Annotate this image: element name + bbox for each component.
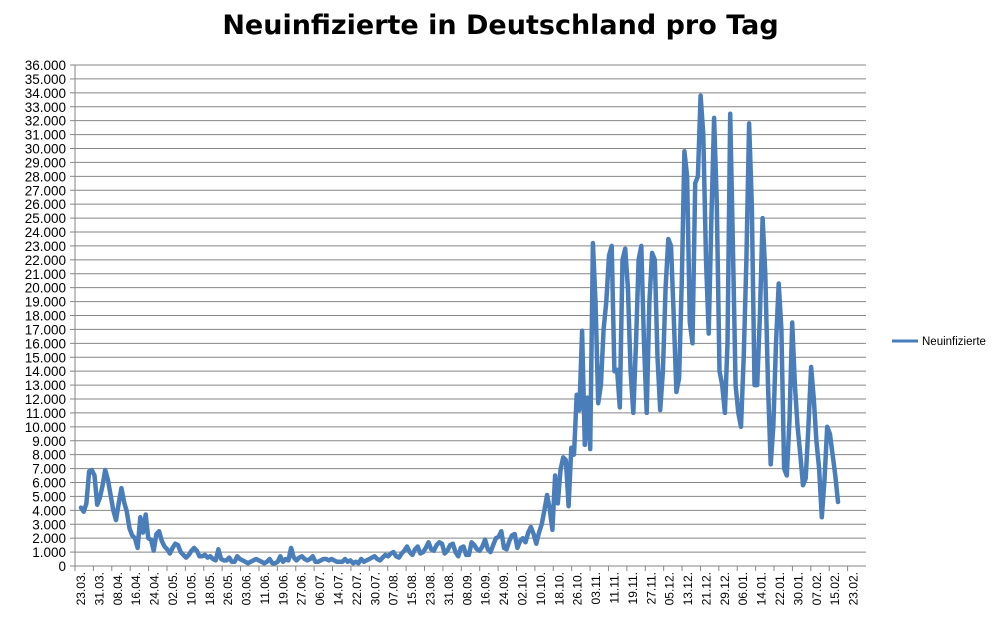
y-tick-label: 21.000 — [25, 267, 66, 282]
y-tick-label: 29.000 — [25, 155, 66, 170]
y-tick-label: 34.000 — [25, 86, 66, 101]
x-tick-label: 07.08. — [387, 572, 401, 605]
y-tick-label: 23.000 — [25, 239, 66, 254]
y-tick-label: 16.000 — [25, 336, 66, 351]
y-tick-label: 10.000 — [25, 420, 66, 435]
y-tick-label: 9.000 — [32, 434, 66, 449]
x-tick-label: 06.07. — [313, 572, 327, 605]
x-tick-label: 24.09. — [497, 572, 511, 605]
x-tick-label: 21.12. — [699, 572, 713, 605]
x-tick-label: 06.01. — [736, 572, 750, 605]
x-tick-label: 18.05. — [203, 572, 217, 605]
x-tick-label: 26.10. — [571, 572, 585, 605]
y-tick-label: 19.000 — [25, 295, 66, 310]
x-tick-label: 26.05. — [221, 572, 235, 605]
series-line — [78, 93, 841, 566]
x-tick-label: 22.07. — [350, 572, 364, 605]
x-tick-label: 07.02. — [810, 572, 824, 605]
x-tick-label: 31.03. — [92, 572, 106, 605]
y-tick-label: 32.000 — [25, 114, 66, 129]
x-tick-label: 30.01. — [791, 572, 805, 605]
y-tick-label: 20.000 — [25, 281, 66, 296]
y-tick-label: 27.000 — [25, 183, 66, 198]
y-tick-label: 15.000 — [25, 350, 66, 365]
y-tick-label: 14.000 — [25, 364, 66, 379]
x-tick-label: 08.04. — [111, 572, 125, 605]
x-tick-label: 10.05. — [184, 572, 198, 605]
x-tick-label: 14.07. — [332, 572, 346, 605]
x-tick-label: 02.10. — [515, 572, 529, 605]
x-tick-label: 29.12. — [718, 572, 732, 605]
y-tick-label: 3.000 — [32, 517, 66, 532]
x-tick-label: 11.06. — [258, 572, 272, 604]
x-tick-label: 19.06. — [276, 572, 290, 605]
y-tick-label: 35.000 — [25, 72, 66, 87]
y-tick-label: 13.000 — [25, 378, 66, 393]
y-tick-label: 31.000 — [25, 128, 66, 143]
x-tick-label: 14.01. — [755, 572, 769, 605]
y-tick-label: 30.000 — [25, 142, 66, 157]
x-tick-label: 02.05. — [166, 572, 180, 605]
x-tick-label: 16.04. — [129, 572, 143, 605]
y-tick-label: 4.000 — [32, 503, 66, 518]
y-tick-label: 33.000 — [25, 100, 66, 115]
y-tick-label: 24.000 — [25, 225, 66, 240]
y-tick-label: 18.000 — [25, 309, 66, 324]
x-tick-label: 22.01. — [773, 572, 787, 605]
chart-title: Neuinfizierte in Deutschland pro Tag — [222, 10, 779, 41]
x-tick-label: 23.03. — [74, 572, 88, 605]
x-tick-label: 24.04. — [148, 572, 162, 605]
x-tick-label: 08.09. — [460, 572, 474, 605]
x-tick-label: 11.11. — [607, 572, 621, 604]
x-tick-label: 23.08. — [424, 572, 438, 605]
x-tick-label: 23.02. — [847, 572, 861, 605]
x-tick-label: 27.06. — [295, 572, 309, 605]
x-tick-label: 13.12. — [681, 572, 695, 605]
y-tick-label: 26.000 — [25, 197, 66, 212]
legend-label: Neuinfizierte — [922, 336, 986, 348]
y-tick-label: 7.000 — [32, 462, 66, 477]
y-tick-label: 25.000 — [25, 211, 66, 226]
x-tick-label: 10.10. — [534, 572, 548, 605]
y-tick-label: 28.000 — [25, 169, 66, 184]
x-tick-label: 05.12. — [663, 572, 677, 605]
y-tick-label: 11.000 — [26, 406, 66, 421]
y-tick-label: 1.000 — [32, 545, 66, 560]
x-tick-label: 19.11. — [626, 572, 640, 604]
x-tick-label: 15.08. — [405, 572, 419, 605]
x-tick-label: 16.09. — [479, 572, 493, 605]
x-tick-label: 30.07. — [368, 572, 382, 605]
y-tick-label: 5.000 — [32, 489, 66, 504]
y-tick-label: 36.000 — [25, 58, 66, 73]
y-tick-label: 6.000 — [32, 476, 66, 491]
x-tick-label: 18.10. — [552, 572, 566, 605]
y-tick-label: 2.000 — [32, 531, 66, 546]
x-tick-label: 03.11. — [589, 572, 603, 604]
y-tick-label: 17.000 — [25, 322, 66, 337]
x-tick-label: 27.11. — [644, 572, 658, 604]
y-tick-label: 0 — [58, 559, 66, 574]
x-tick-label: 15.02. — [828, 572, 842, 605]
y-tick-label: 22.000 — [25, 253, 66, 268]
y-tick-label: 8.000 — [32, 448, 66, 463]
x-tick-label: 03.06. — [240, 572, 254, 605]
y-tick-label: 12.000 — [25, 392, 66, 407]
x-tick-label: 31.08. — [442, 572, 456, 605]
